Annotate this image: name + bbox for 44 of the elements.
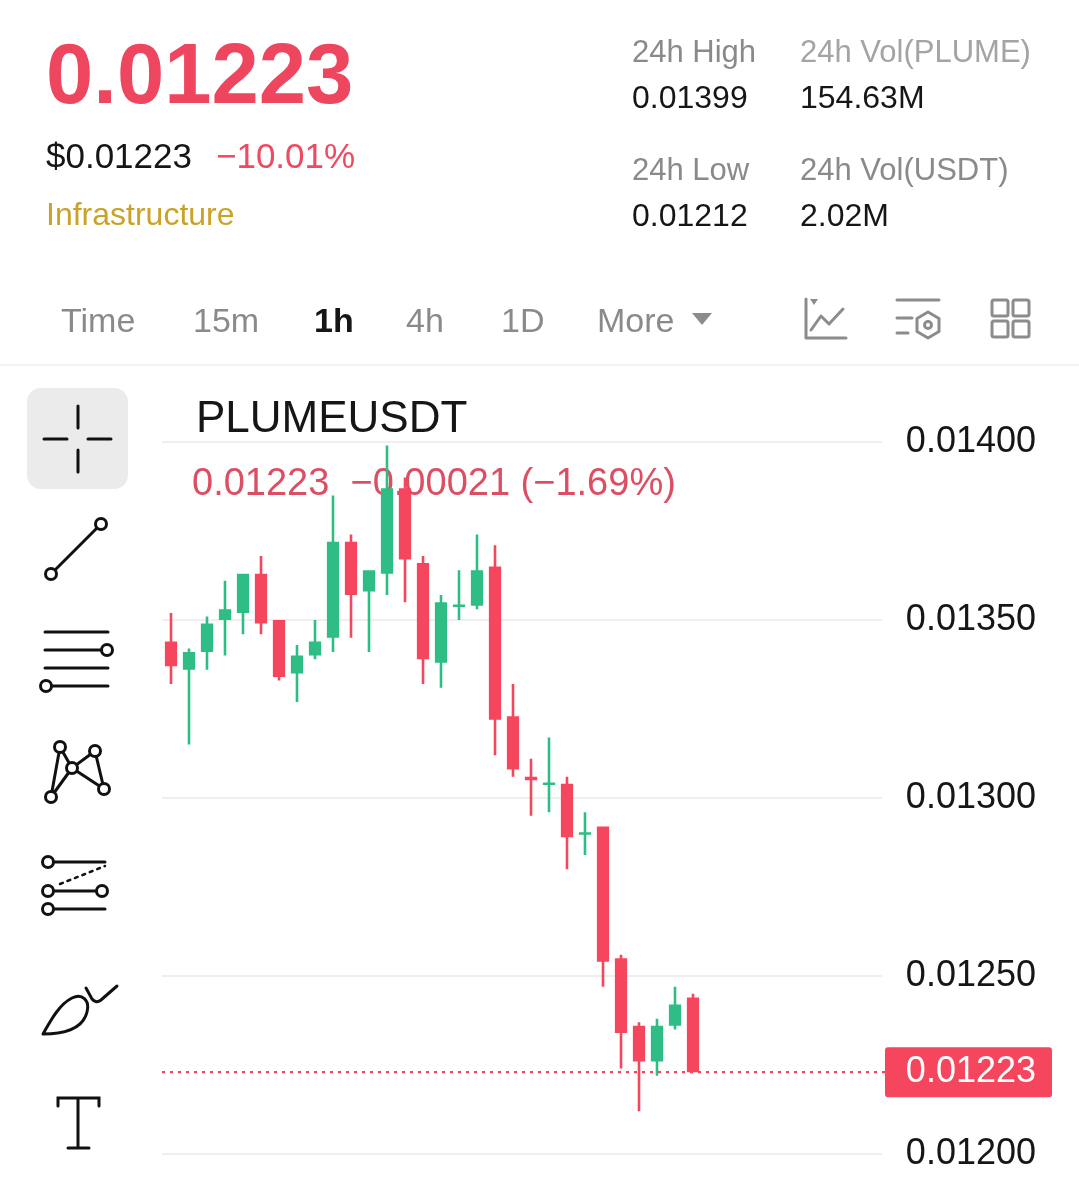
text: −10.01%	[216, 136, 356, 175]
candlestick	[470, 534, 484, 610]
text: $0.01223	[46, 136, 192, 175]
text: 4h	[406, 301, 444, 339]
text: 1h	[314, 301, 354, 339]
text: 154.63M	[800, 79, 925, 115]
candlestick	[308, 620, 322, 660]
text: More	[597, 301, 675, 339]
y-tick-label: 0.01250	[905, 952, 1036, 994]
ref-line-label: 0.01223	[905, 1048, 1036, 1090]
candlestick	[668, 986, 682, 1030]
candlestick	[362, 570, 376, 653]
text: 24h High	[632, 34, 757, 69]
text: 24h Vol(PLUME)	[800, 34, 1031, 69]
candlestick	[164, 612, 178, 685]
text: 2.02M	[800, 197, 889, 233]
candlestick	[272, 620, 286, 681]
text: PLUMEUSDT	[196, 392, 468, 441]
text: 0.01212	[632, 197, 748, 233]
y-tick-label: 0.01400	[905, 418, 1036, 460]
candlestick	[254, 555, 268, 635]
y-tick-label: 0.01200	[905, 1130, 1036, 1172]
text: 1D	[501, 301, 545, 339]
candlestick	[596, 826, 610, 987]
candlestick	[434, 595, 448, 688]
text: Time	[61, 301, 136, 339]
text: 0.01223	[46, 26, 354, 121]
candlestick	[488, 545, 502, 756]
candlestick	[560, 776, 574, 870]
y-tick-label: 0.01350	[905, 596, 1036, 638]
text: 24h Low	[632, 152, 750, 187]
text: Infrastructure	[46, 196, 235, 232]
text: 0.01399	[632, 79, 748, 115]
candlestick	[326, 495, 340, 653]
candlestick	[344, 534, 358, 638]
candlestick	[614, 954, 628, 1069]
candlestick	[200, 616, 214, 670]
candlestick	[506, 684, 520, 777]
candlestick	[650, 1018, 664, 1076]
candlestick	[236, 573, 250, 635]
text: 15m	[193, 301, 260, 339]
text: 24h Vol(USDT)	[800, 152, 1009, 187]
candlestick	[416, 555, 430, 685]
y-tick-label: 0.01300	[905, 774, 1036, 816]
